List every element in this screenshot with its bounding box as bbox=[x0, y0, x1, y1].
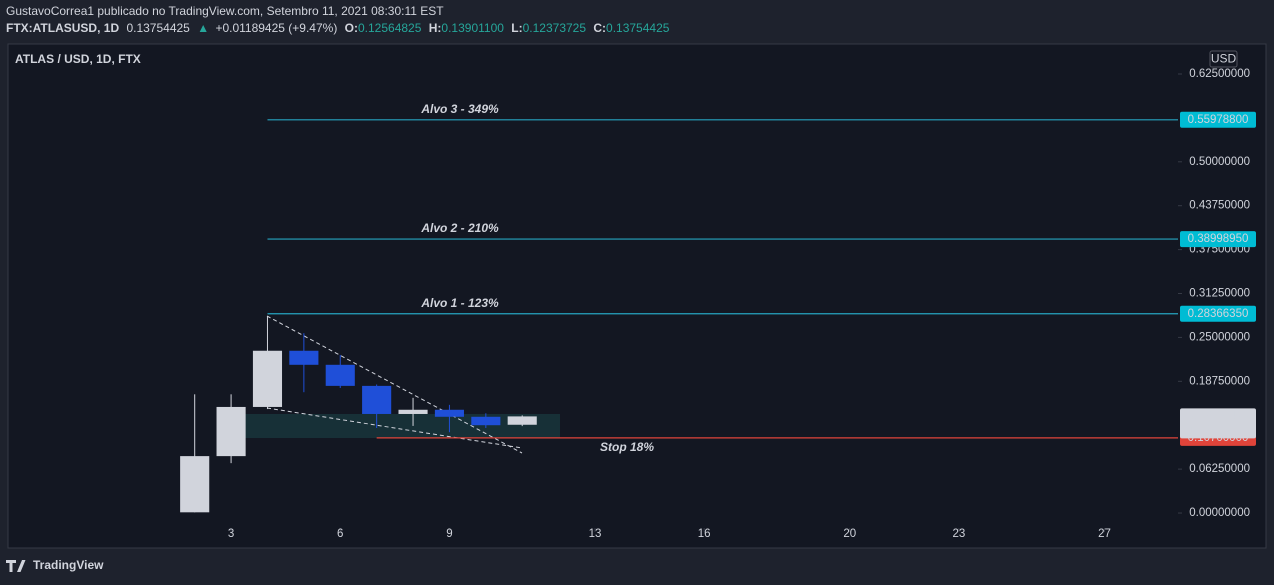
candle-body bbox=[471, 416, 501, 426]
level-name: Stop 18% bbox=[600, 440, 654, 454]
x-tick-label: 20 bbox=[843, 528, 856, 540]
high-value: 0.13901100 bbox=[441, 21, 504, 35]
y-tick-label: 0.18750000 bbox=[1189, 375, 1250, 387]
level-name: Alvo 3 - 349% bbox=[420, 102, 499, 116]
candle-body bbox=[507, 416, 537, 425]
price-badge-label: 0.55978800 bbox=[1188, 114, 1249, 126]
brand: TradingView bbox=[6, 558, 104, 572]
price-badge bbox=[1180, 111, 1256, 128]
open-key: O: bbox=[345, 21, 358, 35]
brand-logo bbox=[6, 560, 26, 572]
countdown: 10:29:54 bbox=[1189, 424, 1234, 436]
y-tick-label: 0.43750000 bbox=[1189, 200, 1250, 212]
candle-body bbox=[434, 409, 464, 417]
x-tick-label: 27 bbox=[1098, 528, 1111, 540]
low-key: L: bbox=[511, 21, 522, 35]
candle-body bbox=[325, 364, 355, 386]
chart-legend: ATLAS / USD, 1D, FTX bbox=[15, 52, 141, 66]
candle-body bbox=[362, 385, 392, 414]
y-tick-label: 0.62500000 bbox=[1189, 68, 1250, 80]
candle-body bbox=[180, 456, 210, 513]
candle-body bbox=[289, 350, 319, 365]
candle-body bbox=[398, 409, 428, 414]
y-tick-label: 0.31250000 bbox=[1189, 288, 1250, 300]
chart-panel bbox=[7, 43, 1267, 549]
level-name: Alvo 2 - 210% bbox=[420, 221, 499, 235]
x-tick-label: 16 bbox=[698, 528, 711, 540]
change: +0.01189425 (+9.47%) bbox=[215, 21, 337, 35]
x-tick-label: 13 bbox=[589, 528, 602, 540]
plot: 0.625000000.500000000.437500000.37500000… bbox=[180, 68, 1256, 540]
x-tick-label: 23 bbox=[953, 528, 966, 540]
range-box bbox=[245, 414, 560, 438]
price-badge-label: 0.38998950 bbox=[1188, 233, 1249, 245]
publish-info: GustavoCorrea1 publicado no TradingView.… bbox=[6, 4, 444, 18]
open-value: 0.12564825 bbox=[358, 21, 422, 35]
x-tick-label: 9 bbox=[446, 528, 452, 540]
x-tick-label: 3 bbox=[228, 528, 234, 540]
candle-body bbox=[252, 350, 283, 407]
last-price-badge bbox=[1180, 408, 1256, 439]
trend-line-upper bbox=[266, 315, 523, 454]
y-tick-label: 0.50000000 bbox=[1189, 156, 1250, 168]
drawings bbox=[245, 315, 560, 454]
currency: USD bbox=[1211, 52, 1237, 66]
brand-name: TradingView bbox=[33, 558, 104, 572]
low-value: 0.12373725 bbox=[523, 21, 587, 35]
high-key: H: bbox=[429, 21, 442, 35]
candle-body bbox=[216, 406, 246, 457]
price-badge-label: 0.28366350 bbox=[1188, 308, 1249, 320]
close-key: C: bbox=[593, 21, 606, 35]
y-tick-label: 0.25000000 bbox=[1189, 331, 1250, 343]
currency-box bbox=[1209, 50, 1238, 68]
price: 0.13754425 bbox=[126, 21, 190, 35]
close-value: 0.13754425 bbox=[606, 21, 670, 35]
level-name: Alvo 1 - 123% bbox=[420, 296, 499, 310]
price-badge bbox=[1180, 305, 1256, 322]
y-tick-label: 0.06250000 bbox=[1189, 463, 1250, 475]
y-tick-label: 0.00000000 bbox=[1189, 507, 1250, 519]
price-badge bbox=[1180, 231, 1256, 248]
x-tick-label: 6 bbox=[337, 528, 343, 540]
up-arrow: ▲ bbox=[197, 21, 209, 35]
symbol: FTX:ATLASUSD, 1D bbox=[6, 21, 119, 35]
trend-line-lower bbox=[266, 407, 523, 449]
last-price-label: 0.13754425 bbox=[1188, 410, 1249, 422]
ohlc-line: FTX:ATLASUSD, 1D 0.13754425 ▲ +0.0118942… bbox=[6, 21, 670, 35]
